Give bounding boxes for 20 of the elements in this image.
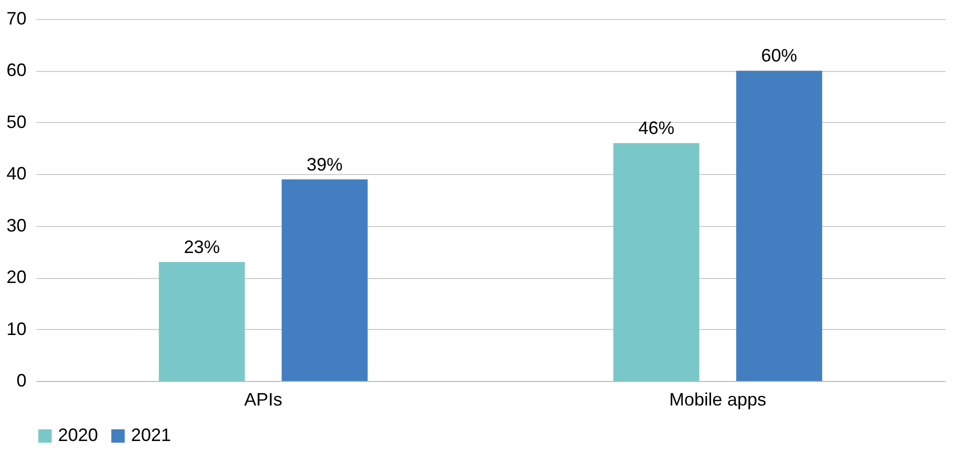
bar [282,179,368,381]
y-tick-label: 0 [16,370,26,390]
bar [158,262,245,381]
data-label: 46% [638,118,674,138]
y-tick-label: 50 [6,112,26,132]
data-label: 60% [761,46,798,66]
y-tick-label: 70 [6,8,26,28]
x-tick-label: APIs [244,390,282,410]
bar [736,70,822,381]
y-tick-label: 30 [6,215,26,236]
legend-label: 2020 [58,425,98,445]
x-tick-label: Mobile apps [669,390,766,410]
y-tick-label: 60 [6,60,26,80]
y-tick-label: 40 [6,164,26,184]
y-tick-label: 20 [6,267,26,288]
bar [613,143,700,381]
y-tick-label: 10 [6,318,26,339]
data-label: 23% [184,237,220,258]
legend-label: 2021 [131,425,172,445]
data-label: 39% [306,154,343,174]
